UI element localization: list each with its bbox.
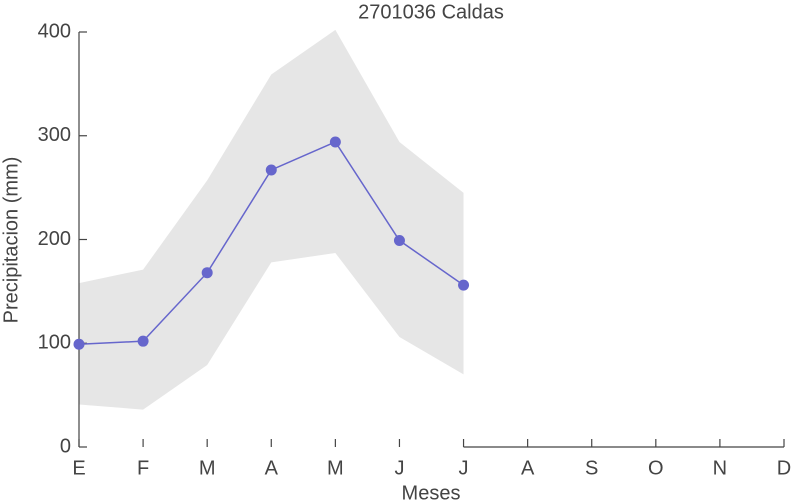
range-band — [79, 29, 464, 410]
x-axis-label: Meses — [402, 482, 461, 503]
x-tick-label: M — [327, 457, 344, 479]
y-tick-label: 0 — [60, 435, 71, 457]
data-point — [265, 164, 277, 176]
y-axis-label: Precipitacion (mm) — [0, 157, 22, 324]
x-tick-label: J — [459, 457, 469, 479]
x-tick-label: J — [394, 457, 404, 479]
x-tick-label: F — [137, 457, 149, 479]
y-tick-label: 200 — [38, 228, 71, 250]
x-tick-label: N — [713, 457, 727, 479]
x-tick-label: O — [648, 457, 664, 479]
x-tick-label: M — [199, 457, 216, 479]
y-tick-label: 300 — [38, 124, 71, 146]
x-tick-label: E — [72, 457, 85, 479]
y-tick-label: 400 — [38, 20, 71, 42]
data-point — [137, 335, 149, 347]
data-point — [458, 279, 470, 291]
x-tick-label: A — [521, 457, 535, 479]
data-point — [393, 235, 405, 247]
data-point — [329, 136, 341, 148]
data-point — [73, 338, 85, 350]
y-tick-label: 100 — [38, 332, 71, 354]
x-tick-label: A — [265, 457, 279, 479]
data-point — [201, 267, 213, 279]
x-tick-label: D — [777, 457, 791, 479]
chart-title: 2701036 Caldas — [358, 1, 504, 23]
x-tick-label: S — [585, 457, 598, 479]
